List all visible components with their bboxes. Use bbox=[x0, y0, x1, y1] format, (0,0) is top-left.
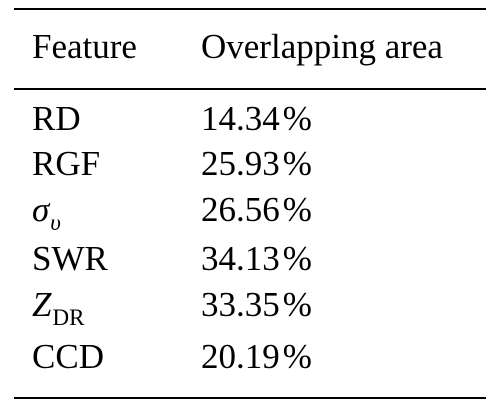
value-unit: % bbox=[282, 144, 312, 183]
value-number: 33.35 bbox=[201, 285, 280, 324]
value-unit: % bbox=[282, 190, 312, 229]
feature-subscript: DR bbox=[52, 305, 85, 330]
value-unit: % bbox=[282, 99, 312, 138]
row-feature-rgf: RGF bbox=[32, 144, 101, 183]
value-number: 14.34 bbox=[201, 99, 280, 138]
value-number: 34.13 bbox=[201, 239, 280, 278]
row-value-rd: 14.34% bbox=[201, 101, 312, 136]
value-number: 25.93 bbox=[201, 144, 280, 183]
row-value-sigma-upsilon: 26.56% bbox=[201, 192, 312, 227]
value-unit: % bbox=[282, 337, 312, 376]
feature-symbol: Z bbox=[32, 285, 52, 324]
row-feature-swr: SWR bbox=[32, 239, 108, 278]
value-unit: % bbox=[282, 239, 312, 278]
header-feature: Feature bbox=[32, 27, 137, 66]
top-rule bbox=[14, 8, 486, 10]
value-number: 26.56 bbox=[201, 190, 280, 229]
value-number: 20.19 bbox=[201, 337, 280, 376]
row-value-swr: 34.13% bbox=[201, 241, 312, 276]
value-unit: % bbox=[282, 285, 312, 324]
header-overlapping-area: Overlapping area bbox=[201, 27, 443, 66]
row-feature-rd: RD bbox=[32, 99, 81, 138]
row-value-zdr: 33.35% bbox=[201, 287, 312, 322]
feature-symbol: σ bbox=[32, 190, 50, 229]
header-rule bbox=[14, 88, 486, 90]
bottom-rule bbox=[14, 397, 486, 399]
row-feature-sigma-upsilon: συ bbox=[32, 190, 61, 235]
row-feature-ccd: CCD bbox=[32, 337, 104, 376]
row-value-ccd: 20.19% bbox=[201, 339, 312, 374]
feature-subscript: υ bbox=[50, 210, 61, 235]
row-value-rgf: 25.93% bbox=[201, 146, 312, 181]
row-feature-zdr: ZDR bbox=[32, 285, 84, 330]
